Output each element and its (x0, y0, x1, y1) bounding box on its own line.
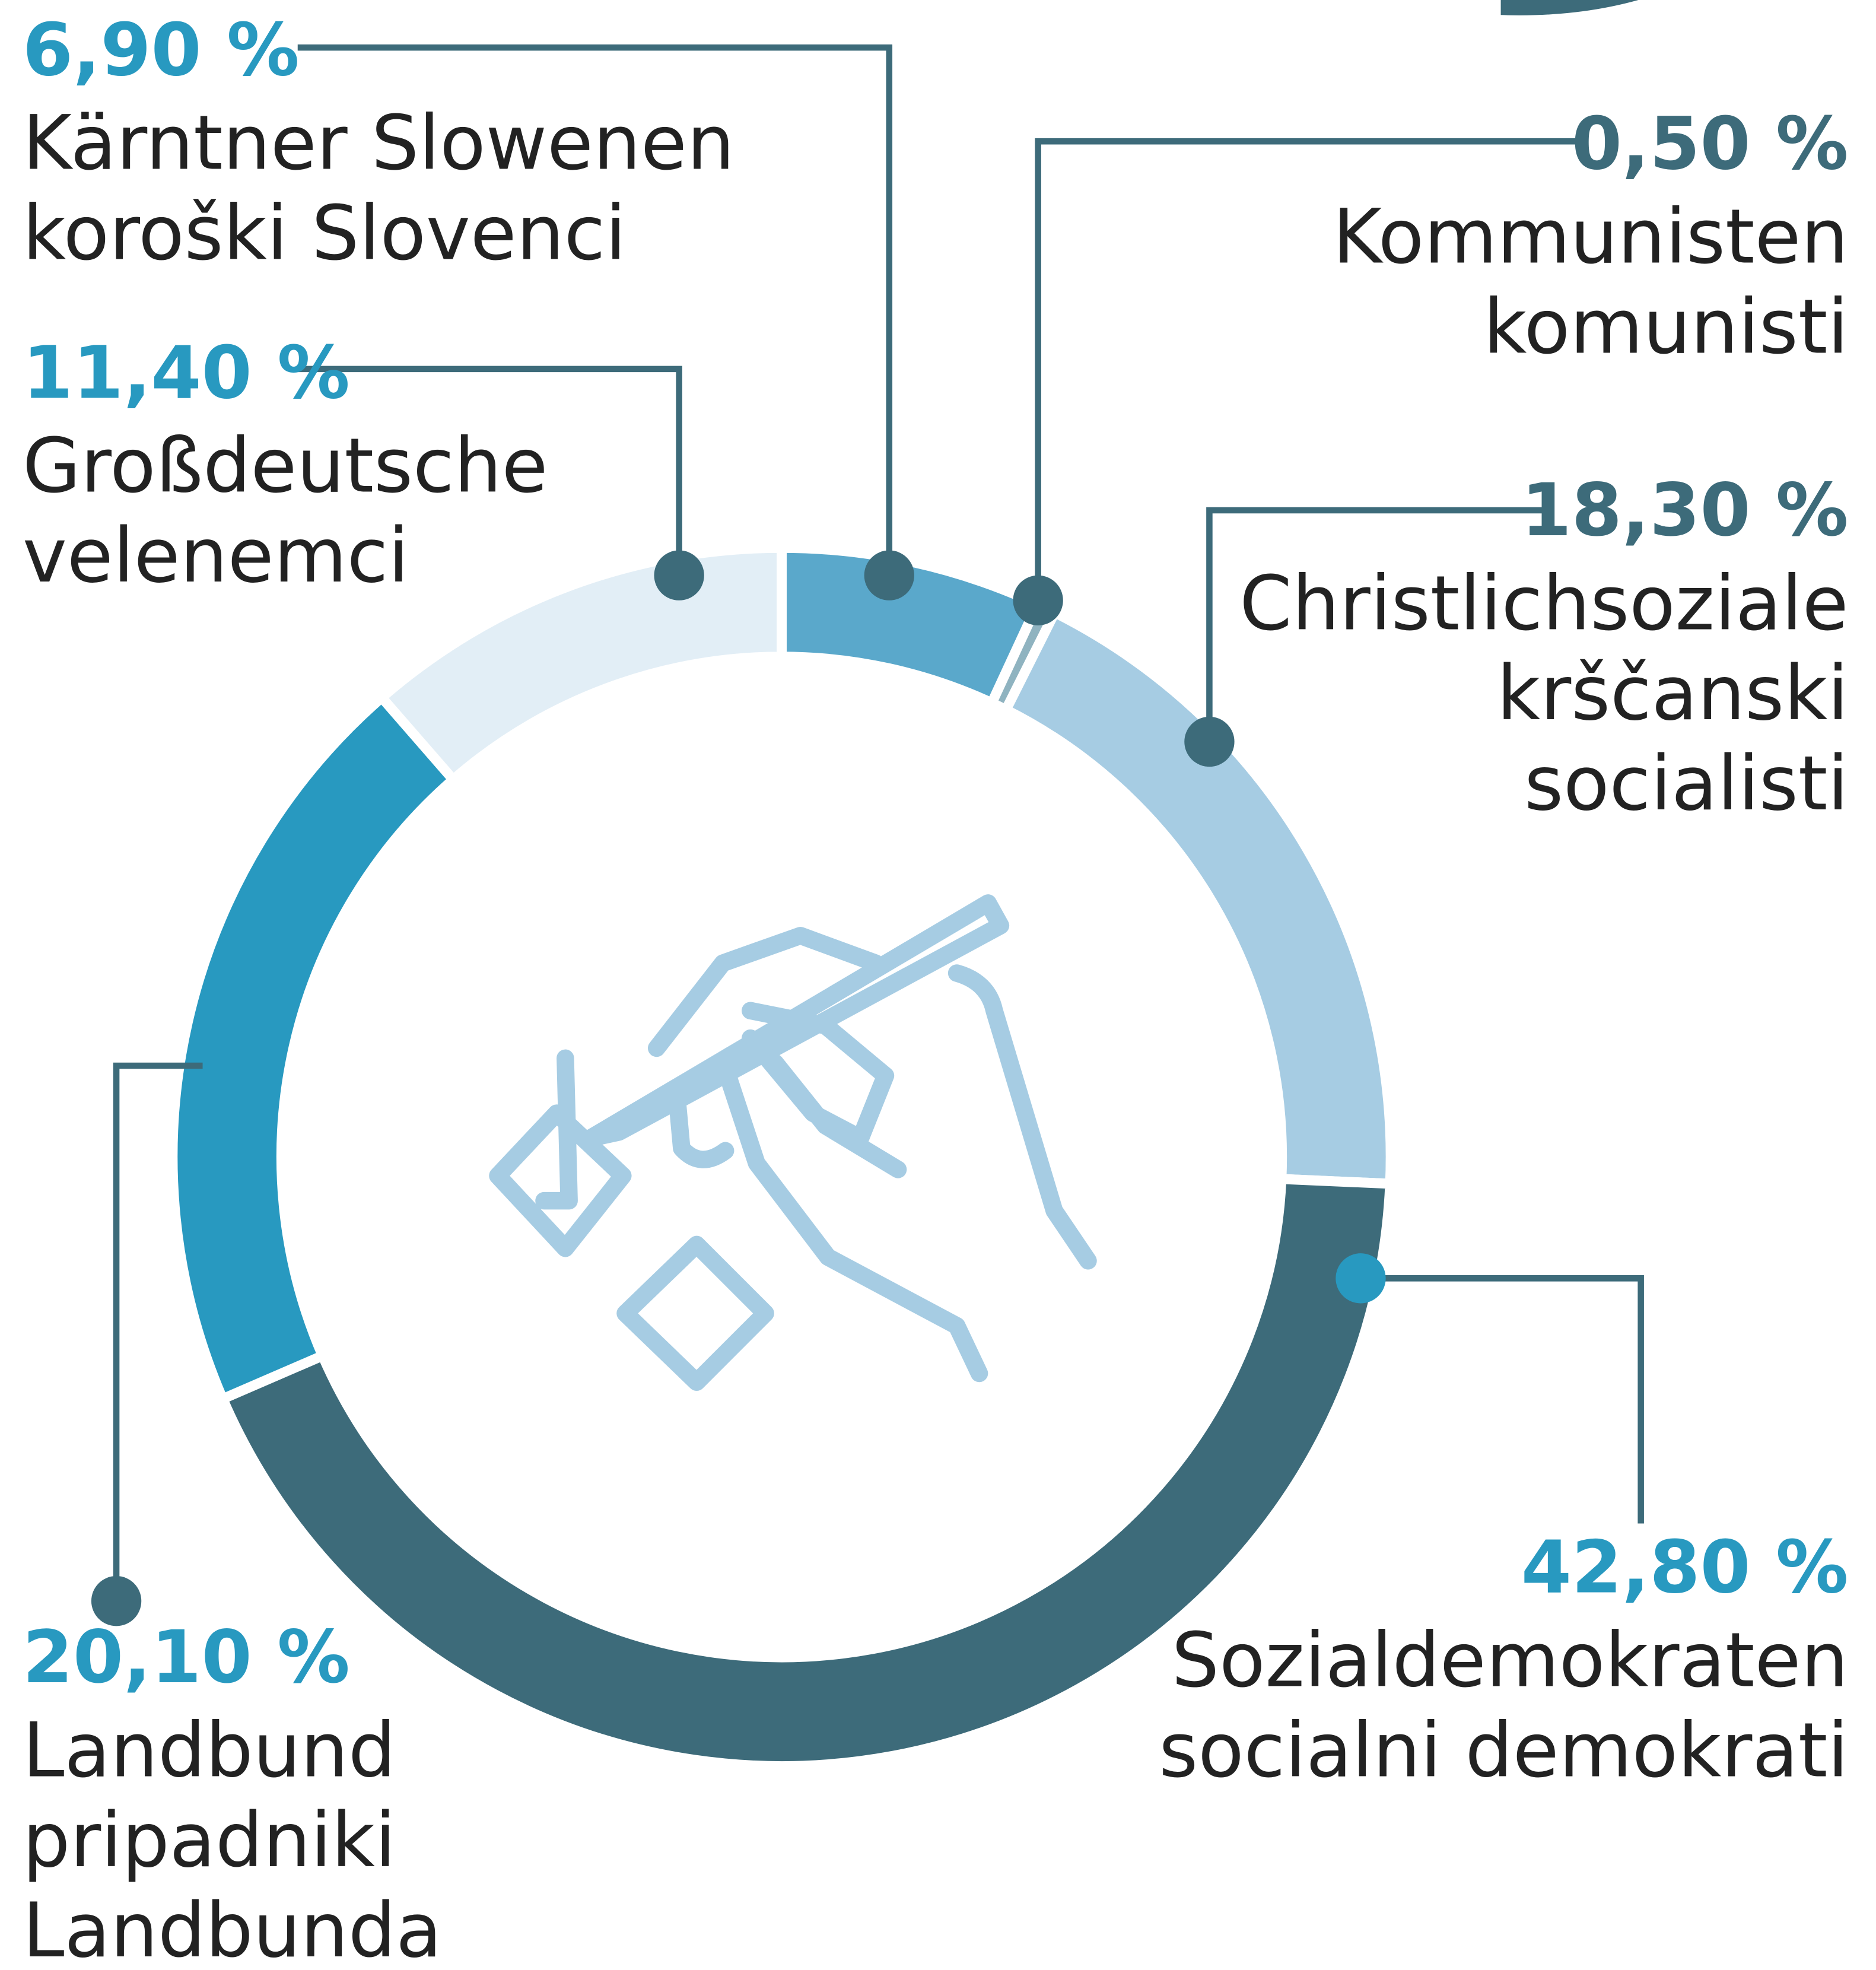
category-label: Landbunda (23, 1887, 442, 1970)
value-label: 6,90 % (23, 8, 300, 92)
hand-icon (489, 894, 1097, 1391)
category-label: Landbund (23, 1707, 396, 1794)
category-label: pripadniki (23, 1797, 396, 1884)
donut-segment (216, 1174, 1395, 1771)
category-label: socialisti (1524, 740, 1848, 827)
category-label: komunisti (1483, 283, 1848, 370)
leader-line (297, 44, 893, 576)
leader-line (1360, 1275, 1644, 1524)
leader-dot (1184, 716, 1235, 767)
value-label: 11,40 % (23, 331, 350, 415)
leader-dot (1013, 575, 1063, 625)
leader-dot (1336, 1253, 1386, 1304)
donut-segment (167, 690, 460, 1406)
decoration (1500, 0, 1639, 15)
leader-dot (654, 550, 704, 600)
leader-line (1206, 507, 1551, 742)
category-label: socialni demokrati (1159, 1707, 1848, 1794)
category-label: Kärntner Slowenen (23, 100, 734, 187)
value-label: 18,30 % (1521, 468, 1849, 552)
leader-line (113, 1062, 203, 1602)
category-label: velenemci (23, 512, 409, 599)
donut-segment (999, 605, 1396, 1189)
donut-segment (374, 542, 787, 787)
category-label: Christlichsoziale (1239, 560, 1848, 647)
category-label: Sozialdemokraten (1172, 1616, 1849, 1704)
leader-dot (864, 550, 914, 600)
category-label: koroški Slovenci (23, 189, 626, 277)
leader-line (297, 366, 682, 576)
leader-dot (91, 1576, 142, 1626)
value-label: 0,50 % (1572, 102, 1849, 186)
leader-line (1035, 138, 1579, 600)
category-label: Großdeutsche (23, 422, 548, 509)
category-label: Kommunisten (1333, 193, 1848, 281)
value-label: 20,10 % (23, 1615, 350, 1699)
value-label: 42,80 % (1521, 1525, 1849, 1609)
category-label: krščanski (1497, 650, 1849, 737)
